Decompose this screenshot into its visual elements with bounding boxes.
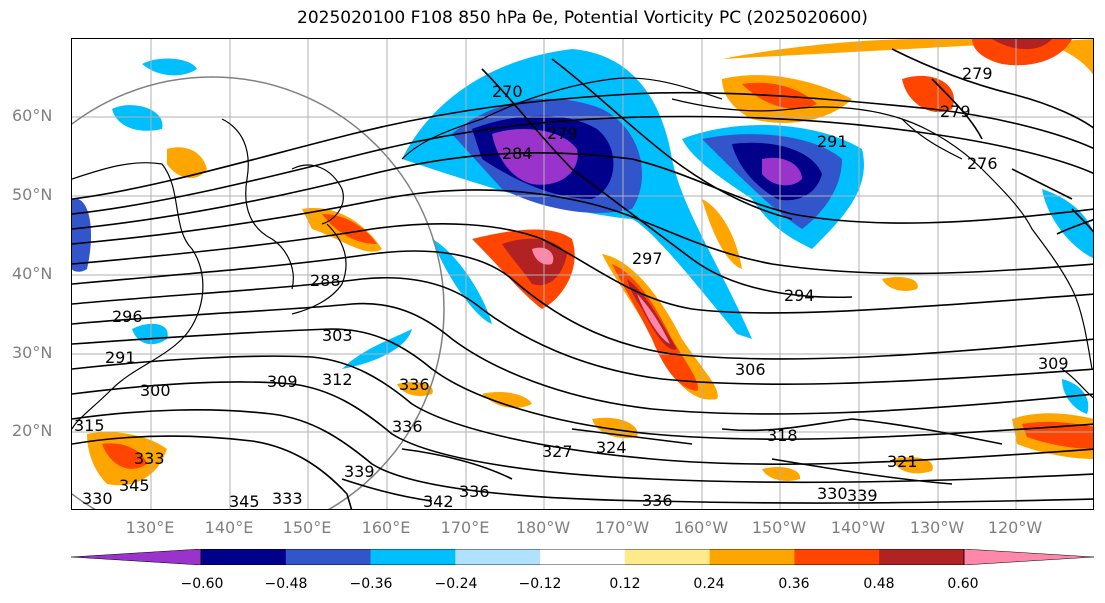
lon-label-140w: 140°W bbox=[830, 518, 886, 537]
colorbar-tick: 0.48 bbox=[863, 576, 895, 592]
colorbar-segment bbox=[285, 549, 372, 565]
contour-label: 330 bbox=[817, 484, 848, 503]
colorbar-segment bbox=[455, 549, 541, 565]
contour-label: 303 bbox=[322, 326, 353, 345]
lon-label-130e: 130°E bbox=[125, 518, 175, 537]
lon-label-150e: 150°E bbox=[282, 518, 332, 537]
contour-label: 297 bbox=[632, 249, 663, 268]
contour-label: 333 bbox=[272, 489, 303, 508]
contour-label: 296 bbox=[112, 307, 143, 326]
contour-label: 315 bbox=[74, 416, 105, 435]
contour-label: 321 bbox=[887, 452, 918, 471]
contour-label: 291 bbox=[105, 348, 136, 367]
contour-label: 306 bbox=[735, 360, 766, 379]
lon-label-180w: 180°W bbox=[515, 518, 571, 537]
lon-label-120w: 120°W bbox=[987, 518, 1043, 537]
coastlines bbox=[72, 77, 1093, 430]
lon-label-140e: 140°E bbox=[204, 518, 254, 537]
colorbar-tick: 0.36 bbox=[778, 576, 810, 592]
contour-labels: 270 279 284 291 297 294 288 303 309 312 … bbox=[74, 64, 1069, 510]
contour-label: 327 bbox=[542, 442, 573, 461]
colorbar-segment bbox=[370, 549, 456, 565]
contour-label: 279 bbox=[962, 64, 993, 83]
colorbar-tick: −0.48 bbox=[264, 576, 308, 592]
contour-label: 276 bbox=[967, 154, 998, 173]
contour-label: 339 bbox=[847, 486, 878, 505]
map-panel[interactable]: 270 279 284 291 297 294 288 303 309 312 … bbox=[71, 38, 1094, 510]
contour-label: 333 bbox=[134, 449, 165, 468]
lat-label-40n: 40°N bbox=[12, 264, 53, 283]
lon-label-170w: 170°W bbox=[594, 518, 650, 537]
colorbar-segment bbox=[709, 549, 795, 565]
contour-label: 294 bbox=[784, 286, 815, 305]
contour-label: 345 bbox=[119, 476, 150, 495]
colorbar-segment bbox=[879, 549, 965, 565]
map-title: 2025020100 F108 850 hPa θe, Potential Vo… bbox=[297, 8, 868, 28]
contour-label: 336 bbox=[392, 417, 423, 436]
contour-label: 312 bbox=[322, 370, 353, 389]
theta-e-contours bbox=[72, 48, 1093, 509]
contour-label: 288 bbox=[310, 271, 341, 290]
contour-label: 291 bbox=[817, 132, 848, 151]
lon-label-160w: 160°W bbox=[673, 518, 729, 537]
colorbar-segment bbox=[201, 549, 287, 565]
contour-label: 279 bbox=[547, 124, 578, 143]
colorbar-segment bbox=[794, 549, 880, 565]
colorbar-segment bbox=[71, 549, 202, 565]
colorbar-tick: 0.60 bbox=[947, 576, 979, 592]
colorbar-tick: −0.12 bbox=[518, 576, 562, 592]
lat-label-20n: 20°N bbox=[12, 421, 53, 440]
contour-label: 342 bbox=[423, 492, 454, 510]
colorbar-tick: 0.24 bbox=[693, 576, 725, 592]
contour-label: 324 bbox=[596, 438, 627, 457]
colorbar-segment bbox=[540, 549, 626, 565]
contour-label: 318 bbox=[767, 426, 798, 445]
colorbar-segment bbox=[963, 549, 1094, 565]
lon-label-150w: 150°W bbox=[751, 518, 807, 537]
contour-label: 336 bbox=[399, 375, 430, 394]
lon-label-170e: 170°E bbox=[440, 518, 490, 537]
lon-label-160e: 160°E bbox=[361, 518, 411, 537]
range-circle bbox=[72, 76, 445, 509]
colorbar-segment bbox=[624, 549, 711, 565]
lat-label-60n: 60°N bbox=[12, 106, 53, 125]
map-canvas: 270 279 284 291 297 294 288 303 309 312 … bbox=[72, 39, 1093, 510]
contour-label: 339 bbox=[344, 462, 375, 481]
colorbar-tick: −0.24 bbox=[434, 576, 478, 592]
lat-label-30n: 30°N bbox=[12, 343, 53, 362]
colorbar bbox=[71, 549, 1094, 565]
colorbar-tick: −0.60 bbox=[180, 576, 224, 592]
contour-label: 345 bbox=[229, 492, 260, 510]
colorbar-tick: −0.36 bbox=[349, 576, 393, 592]
lat-label-50n: 50°N bbox=[12, 185, 53, 204]
contour-label: 336 bbox=[642, 491, 673, 510]
lon-label-130w: 130°W bbox=[909, 518, 965, 537]
contour-label: 309 bbox=[267, 372, 298, 391]
contour-label: 336 bbox=[459, 482, 490, 501]
colorbar-tick: 0.12 bbox=[609, 576, 641, 592]
contour-label: 270 bbox=[492, 82, 523, 101]
contour-label: 330 bbox=[82, 489, 113, 508]
contour-label: 284 bbox=[502, 144, 533, 163]
contour-label: 279 bbox=[940, 102, 971, 121]
contour-label: 300 bbox=[140, 381, 171, 400]
contour-label: 309 bbox=[1038, 354, 1069, 373]
